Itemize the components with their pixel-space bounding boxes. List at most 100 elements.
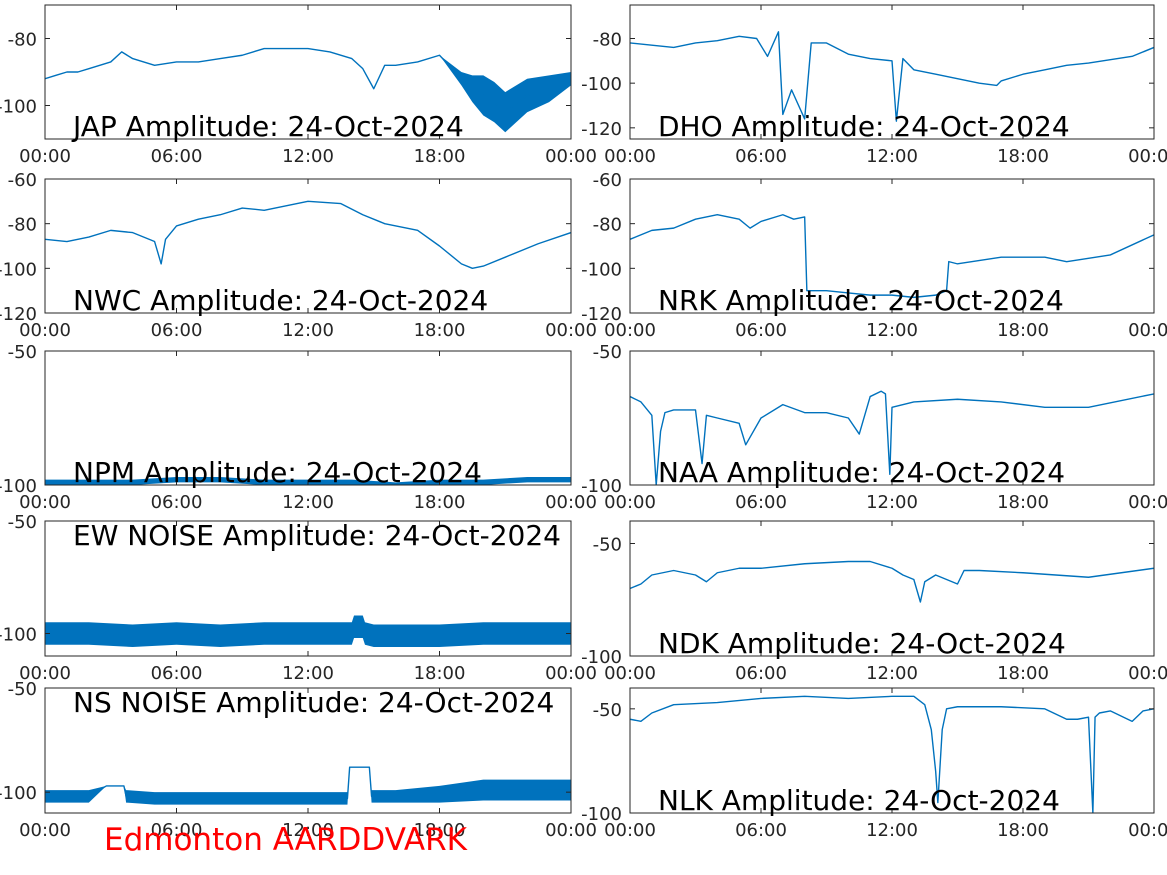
x-tick-label: 00:00 <box>545 320 597 341</box>
x-tick-label: 12:00 <box>866 146 918 167</box>
x-tick-label: 00:00 <box>19 146 71 167</box>
panel-4: -60-80-100-12000:0006:0012:0018:0000:00N… <box>581 170 1167 341</box>
y-tick-label: -100 <box>581 647 622 668</box>
y-tick-label: -100 <box>581 74 622 95</box>
y-tick-label: -60 <box>8 170 37 191</box>
y-tick-label: -80 <box>593 215 622 236</box>
x-tick-label: 06:00 <box>735 663 787 684</box>
x-tick-label: 00:00 <box>19 320 71 341</box>
y-tick-label: -100 <box>0 97 37 118</box>
x-tick-label: 06:00 <box>735 820 787 841</box>
x-tick-label: 00:00 <box>19 663 71 684</box>
x-tick-label: 18:00 <box>997 663 1049 684</box>
y-tick-label: -50 <box>8 342 37 363</box>
series-line <box>45 626 571 637</box>
x-tick-label: 12:00 <box>866 492 918 513</box>
x-tick-label: 18:00 <box>414 663 466 684</box>
x-tick-label: 00:00 <box>545 820 597 841</box>
x-tick-label: 00:00 <box>19 492 71 513</box>
panel-7: -50 -100 00:00 06:00 12:00 18:00 00:00 EW NOISE… <box>0 512 597 684</box>
y-tick-label: -100 <box>0 476 37 497</box>
x-tick-label: 06:00 <box>151 663 203 684</box>
x-tick-label: 06:00 <box>151 320 203 341</box>
x-tick-label: 18:00 <box>997 146 1049 167</box>
y-tick-label: -50 <box>593 700 622 721</box>
y-tick-label: -50 <box>593 535 622 556</box>
x-tick-label: 12:00 <box>282 663 334 684</box>
x-tick-label: 00:00 <box>1128 820 1167 841</box>
y-tick-label: -100 <box>581 259 622 280</box>
y-tick-label: -50 <box>8 679 37 700</box>
y-tick-label: -80 <box>8 215 37 236</box>
x-tick-label: 00:00 <box>1128 146 1167 167</box>
x-tick-label: 06:00 <box>151 146 203 167</box>
x-tick-label: 00:00 <box>604 146 656 167</box>
series-line <box>630 695 1154 813</box>
x-tick-label: 00:00 <box>545 146 597 167</box>
panel-9: -50 -100 00:00 06:00 12:00 18:00 00:00 NS NOISE… <box>0 679 597 841</box>
series-line <box>630 214 1154 299</box>
x-tick-label: 00:00 <box>604 663 656 684</box>
x-tick-label: 18:00 <box>414 320 466 341</box>
panel-title: NRK Amplitude: 24-Oct-2024 <box>658 284 1064 317</box>
series-line <box>45 47 571 113</box>
x-tick-label: 06:00 <box>151 492 203 513</box>
y-tick-label: -100 <box>581 804 622 825</box>
panel-title: JAP Amplitude: 24-Oct-2024 <box>71 110 464 143</box>
x-tick-label: 12:00 <box>866 820 918 841</box>
x-tick-label: 12:00 <box>866 663 918 684</box>
y-tick-label: -50 <box>8 512 37 533</box>
panel-title: NAA Amplitude: 24-Oct-2024 <box>658 456 1065 489</box>
y-tick-label: -60 <box>593 170 622 191</box>
panel-title: NS NOISE Amplitude: 24-Oct-2024 <box>73 686 554 719</box>
panel-title: NWC Amplitude: 24-Oct-2024 <box>73 284 488 317</box>
panel-2: -80-100-12000:0006:0012:0018:0000:00DHO … <box>581 4 1167 167</box>
x-tick-label: 12:00 <box>282 146 334 167</box>
series-line <box>45 200 571 270</box>
x-tick-label: 06:00 <box>151 820 203 841</box>
x-tick-label: 12:00 <box>282 492 334 513</box>
x-tick-label: 18:00 <box>414 492 466 513</box>
x-tick-label: 18:00 <box>997 492 1049 513</box>
y-tick-label: -80 <box>593 30 622 51</box>
x-tick-label: 18:00 <box>414 820 466 841</box>
panel-title: EW NOISE Amplitude: 24-Oct-2024 <box>73 519 561 552</box>
y-tick-label: -100 <box>0 625 37 646</box>
y-tick-label: -100 <box>581 476 622 497</box>
x-tick-label: 00:00 <box>1128 492 1167 513</box>
x-tick-label: 00:00 <box>1128 320 1167 341</box>
series-noise-band <box>45 767 571 805</box>
x-tick-label: 12:00 <box>282 820 334 841</box>
x-tick-label: 00:00 <box>604 320 656 341</box>
x-tick-label: 00:00 <box>1128 663 1167 684</box>
series-line <box>630 560 1154 603</box>
x-tick-label: 06:00 <box>735 492 787 513</box>
y-tick-label: -100 <box>0 783 37 804</box>
x-tick-label: 06:00 <box>735 320 787 341</box>
x-tick-label: 12:00 <box>282 320 334 341</box>
y-tick-label: -80 <box>8 30 37 51</box>
series-line <box>630 390 1154 485</box>
x-tick-label: 18:00 <box>997 320 1049 341</box>
panel-title: NPM Amplitude: 24-Oct-2024 <box>73 456 482 489</box>
x-tick-label: 00:00 <box>604 820 656 841</box>
x-tick-label: 00:00 <box>545 492 597 513</box>
y-tick-label: -120 <box>581 119 622 140</box>
y-tick-label: -120 <box>0 304 37 325</box>
series-noise-band <box>45 615 571 647</box>
series-noise-band <box>45 48 571 133</box>
x-tick-label: 00:00 <box>545 663 597 684</box>
panel-title: NDK Amplitude: 24-Oct-2024 <box>658 627 1066 660</box>
panel-title: NLK Amplitude: 24-Oct-2024 <box>658 784 1060 817</box>
x-tick-label: 00:00 <box>604 492 656 513</box>
x-tick-label: 18:00 <box>414 146 466 167</box>
panel-title: DHO Amplitude: 24-Oct-2024 <box>658 110 1070 143</box>
x-tick-label: 18:00 <box>997 820 1049 841</box>
y-tick-label: -120 <box>581 304 622 325</box>
